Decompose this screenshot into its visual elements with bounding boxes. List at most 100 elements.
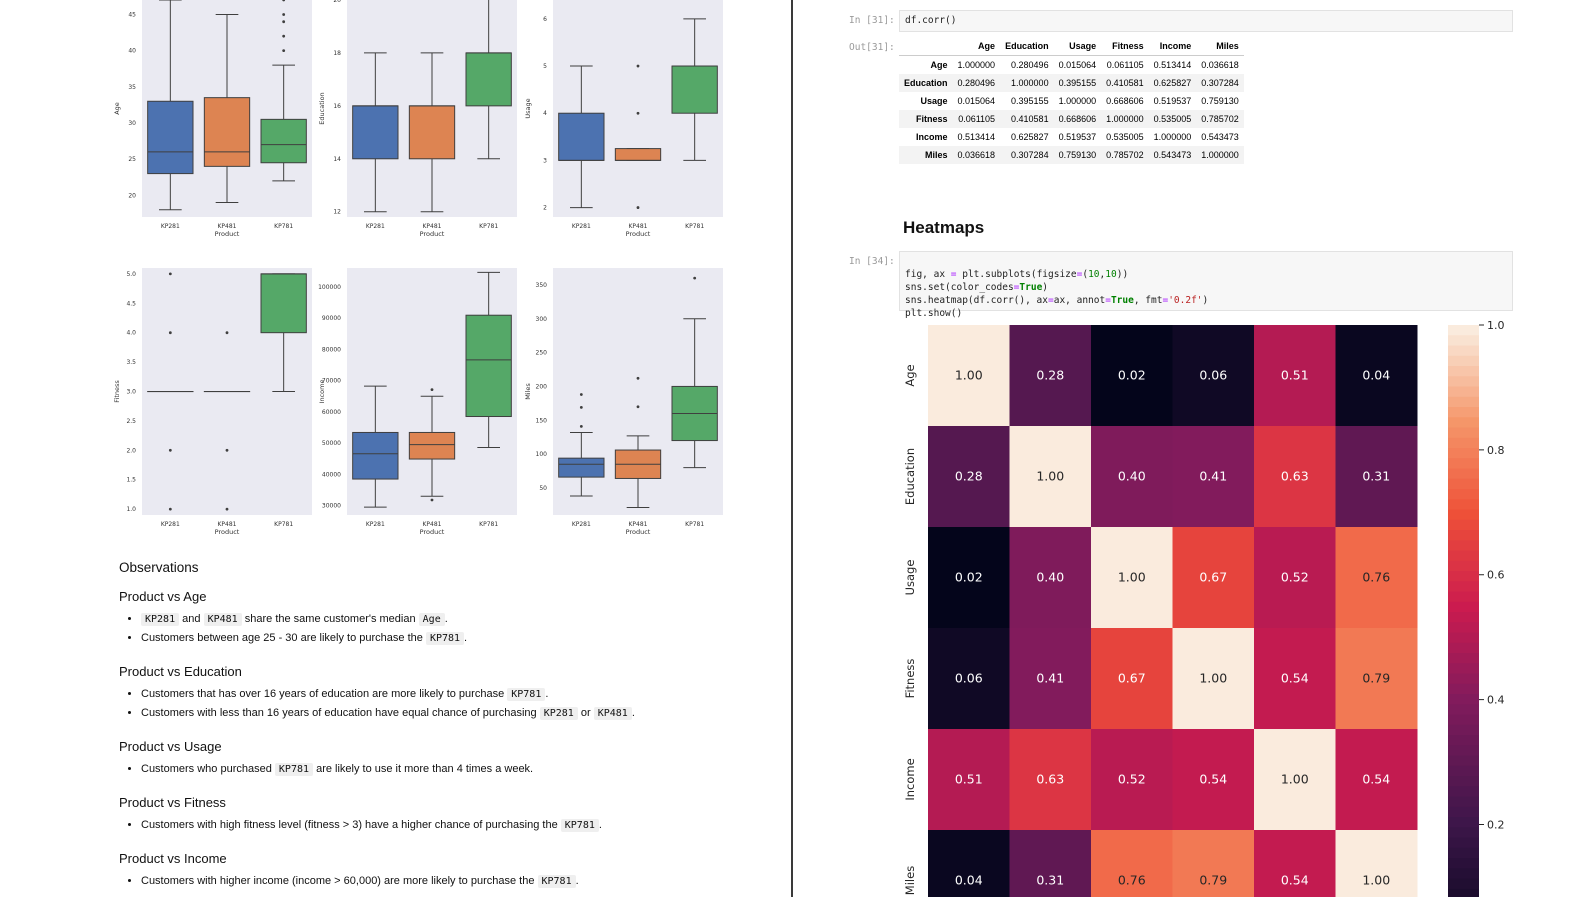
table-row: Age 1.000000 0.280496 0.015064 0.061105 0.513… — [899, 56, 1244, 75]
y-tick-label: 3.5 — [126, 359, 136, 366]
observation-heading: Product vs Fitness — [119, 795, 226, 810]
code-line-1: fig, ax = plt.subplots(figsize=(10,10)) — [905, 269, 1129, 280]
outlier-point — [579, 393, 583, 396]
heatmap-annotation: 0.51 — [955, 772, 983, 787]
heatmap-cell — [1172, 426, 1255, 528]
table-cell: 1.000000 — [1058, 96, 1097, 106]
x-tick-label: KP781 — [685, 521, 704, 528]
heatmaps-heading: Heatmaps — [903, 218, 985, 237]
heatmap-cell — [928, 729, 1010, 831]
heatmap-cell — [1254, 426, 1336, 528]
y-tick-label: 4 — [543, 110, 547, 117]
table-cell: 0.535005 — [1106, 132, 1144, 142]
y-axis-label: Age — [113, 102, 121, 115]
table-cell: 0.543473 — [1201, 132, 1239, 142]
outlier-point — [636, 376, 640, 380]
colorbar-tick-label: 0.8 — [1487, 444, 1505, 457]
x-tick-label: KP481 — [422, 223, 441, 230]
heatmap-cell — [1091, 325, 1173, 427]
colorbar-segment — [1448, 345, 1479, 357]
inline-code: Age — [418, 613, 445, 626]
table-cell: 0.759130 — [1058, 150, 1097, 160]
colorbar-tick-label: 0.4 — [1487, 694, 1505, 707]
code-cell-corr[interactable]: df.corr() — [899, 10, 1513, 32]
x-tick-label: KP781 — [274, 521, 293, 528]
colorbar-segment — [1448, 796, 1479, 808]
heatmap-annotation: 0.54 — [1281, 671, 1309, 686]
y-tick-label: 50 — [539, 485, 547, 492]
table-cell: 0.280496 — [957, 78, 996, 88]
box-kp481 — [614, 64, 662, 209]
table-cell: 0.519537 — [1153, 96, 1192, 106]
y-tick-label: 2 — [543, 205, 547, 212]
heatmap-cell — [928, 527, 1010, 629]
box-iqr — [147, 100, 194, 175]
observation-heading: Product vs Usage — [119, 739, 222, 754]
colorbar-segment — [1448, 632, 1479, 644]
observation-list: Customers who purchased KP781 are likely… — [119, 760, 769, 779]
outlier-point — [282, 49, 286, 53]
heatmap-cell — [1172, 830, 1255, 897]
x-axis-label: Product — [626, 528, 651, 536]
table-cell: 0.785702 — [1201, 114, 1239, 124]
outlier-point — [168, 448, 172, 452]
table-cell: 0.280496 — [1011, 60, 1049, 70]
box-kp281 — [352, 52, 399, 213]
colorbar-segment — [1448, 591, 1479, 603]
outlier-point — [430, 388, 434, 392]
y-tick-label: 70000 — [322, 378, 341, 385]
colorbar-segment — [1448, 407, 1479, 419]
colorbar-segment — [1448, 601, 1479, 613]
table-cell: 0.535005 — [1153, 114, 1192, 124]
table-cell: 0.543473 — [1153, 150, 1192, 160]
heatmap-annotation: 0.31 — [1362, 469, 1390, 484]
right-notebook-pane[interactable]: In [31]: df.corr() Out[31]: Age Education… — [793, 0, 1587, 897]
observation-list: Customers with higher income (income > 6… — [119, 872, 769, 891]
row-index: Miles — [925, 150, 948, 160]
row-index: Income — [916, 132, 948, 142]
boxplot-education: 12 14 16 18 20 Education KP281 KP481 KP781 Produc… — [318, 0, 517, 238]
colorbar-segment — [1448, 694, 1479, 706]
column-header: Income — [1159, 41, 1192, 51]
inline-code: KP481 — [203, 613, 242, 626]
y-axis-label: Education — [318, 92, 326, 124]
table-cell: 0.785702 — [1106, 150, 1144, 160]
observation-heading: Product vs Age — [119, 589, 207, 604]
y-tick-label: 350 — [536, 282, 548, 289]
x-axis-label: Product — [420, 230, 445, 238]
observations-title: Observations — [119, 560, 199, 575]
box-iqr — [260, 273, 307, 334]
box-kp781 — [671, 276, 718, 469]
pane-divider[interactable] — [791, 0, 793, 897]
heatmap-cell — [1091, 729, 1173, 831]
heatmap-cells: 1.00 0.28 0.02 0.06 0.51 0.04 0.28 1.00 0.40 0.41… — [928, 325, 1418, 897]
heatmap-cell — [1335, 830, 1418, 897]
observation-item: Customers with high fitness level (fitne… — [141, 816, 769, 835]
y-tick-label: 25 — [128, 156, 136, 163]
box-iqr — [465, 52, 512, 107]
table-cell: 0.395155 — [1058, 78, 1097, 88]
heatmap-annotation: 0.52 — [1118, 772, 1146, 787]
colorbar-segment — [1448, 878, 1479, 890]
outlier-point — [282, 13, 286, 16]
heatmap-row-label: Fitness — [903, 659, 917, 699]
colorbar-segment — [1448, 817, 1479, 829]
y-tick-label: 20 — [333, 0, 341, 4]
colorbar-segment — [1448, 560, 1479, 572]
table-cell: 0.036618 — [1201, 60, 1239, 70]
box-iqr — [465, 314, 512, 418]
left-notebook-pane[interactable]: 20 25 30 35 40 45 Age KP281 KP481 KP781 Product 12 1… — [0, 0, 791, 897]
table-row: Fitness 0.061105 0.410581 0.668606 1.000000 0… — [899, 110, 1244, 128]
code-cell-heatmap[interactable]: fig, ax = plt.subplots(figsize=(10,10)) … — [899, 251, 1513, 319]
y-tick-label: 200 — [536, 383, 548, 390]
heatmap-cell — [1172, 729, 1255, 831]
heatmap-annotation: 0.67 — [1118, 671, 1146, 686]
heatmap-row-label: Education — [903, 448, 917, 505]
table-cell: 0.015064 — [1058, 60, 1097, 70]
box-kp481 — [408, 388, 456, 502]
y-tick-label: 250 — [536, 350, 548, 357]
x-tick-label: KP781 — [274, 223, 293, 230]
box-iqr — [260, 118, 307, 164]
x-tick-label: KP781 — [479, 223, 498, 230]
